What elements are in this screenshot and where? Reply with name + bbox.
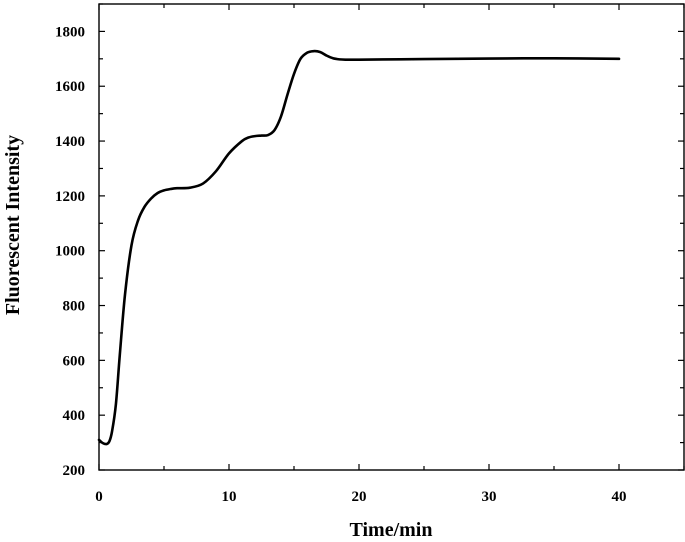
y-tick-label: 600: [63, 353, 86, 369]
x-tick-label: 20: [352, 489, 367, 505]
y-tick-label: 1600: [55, 79, 85, 95]
x-axis-title: Time/min: [350, 519, 433, 541]
y-axis: 200 400 600 800 1000 1200 1400 1600 1800: [55, 3, 684, 479]
y-tick-label: 400: [63, 408, 86, 424]
x-tick-label: 10: [222, 489, 237, 505]
y-axis-title: Fluorescent Intensity: [2, 135, 24, 315]
plot-border: [98, 3, 685, 471]
series-line: [97, 49, 621, 446]
y-tick-label: 1800: [55, 24, 85, 40]
plot-frame: [98, 3, 685, 471]
series-group: [97, 49, 621, 446]
y-tick-label: 800: [63, 299, 86, 315]
x-axis: 0 10 20 30 40: [95, 4, 685, 505]
y-tick-label: 1400: [55, 134, 85, 150]
x-tick-label: 30: [482, 489, 497, 505]
y-tick-label: 1200: [55, 189, 85, 205]
y-tick-label: 1000: [55, 244, 85, 260]
y-tick-label: 200: [63, 463, 86, 479]
x-tick-label: 0: [95, 489, 103, 505]
x-tick-label: 40: [612, 489, 627, 505]
